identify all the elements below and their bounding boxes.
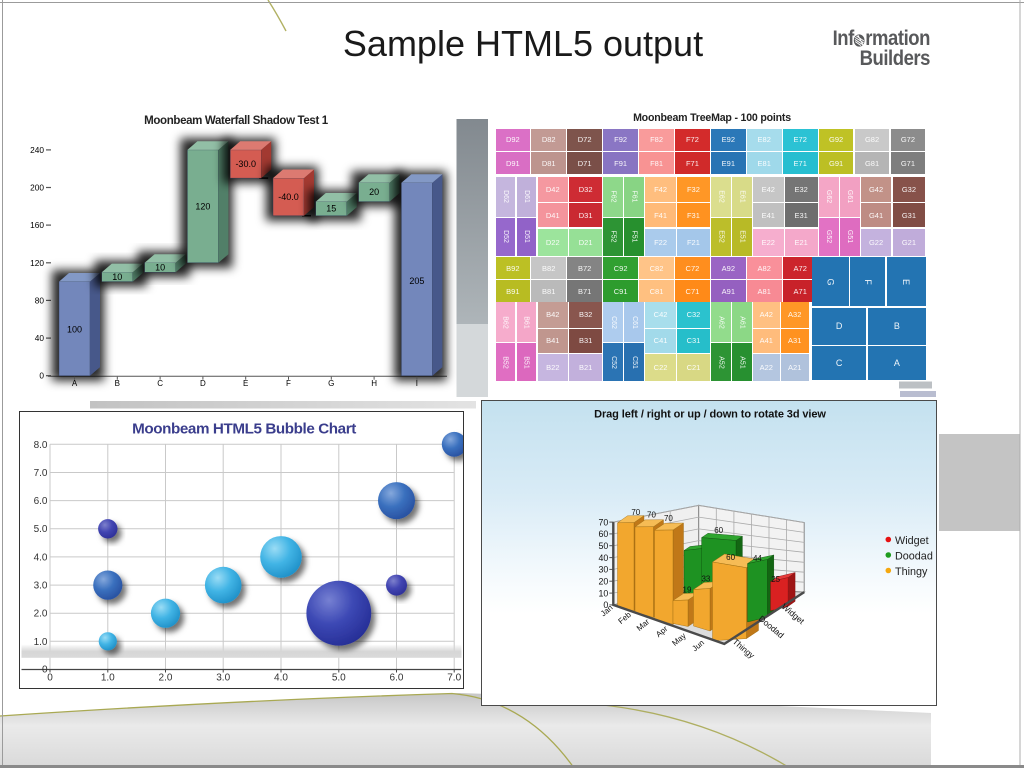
svg-text:50: 50 bbox=[599, 540, 609, 550]
svg-text:120: 120 bbox=[195, 201, 210, 211]
svg-text:10: 10 bbox=[155, 263, 165, 273]
svg-text:E: E bbox=[243, 379, 248, 388]
svg-text:70: 70 bbox=[664, 514, 673, 523]
svg-text:240: 240 bbox=[30, 145, 44, 155]
svg-text:Moonbeam HTML5 Bubble Chart: Moonbeam HTML5 Bubble Chart bbox=[132, 421, 356, 438]
svg-text:10: 10 bbox=[112, 272, 122, 282]
svg-text:-40.0: -40.0 bbox=[278, 192, 299, 202]
svg-text:6.0: 6.0 bbox=[389, 672, 403, 683]
svg-text:0: 0 bbox=[39, 371, 44, 381]
svg-text:100: 100 bbox=[67, 325, 82, 335]
svg-text:33: 33 bbox=[701, 574, 710, 583]
svg-text:2.0: 2.0 bbox=[33, 609, 47, 620]
svg-text:5.0: 5.0 bbox=[33, 524, 47, 535]
svg-text:Mar: Mar bbox=[635, 616, 652, 632]
svg-text:-30.0: -30.0 bbox=[235, 159, 256, 169]
svg-text:Jun: Jun bbox=[690, 638, 706, 653]
svg-text:60: 60 bbox=[714, 526, 723, 535]
svg-text:C: C bbox=[157, 379, 163, 388]
svg-text:19: 19 bbox=[683, 585, 692, 594]
svg-text:B: B bbox=[115, 379, 120, 388]
svg-text:5.0: 5.0 bbox=[331, 672, 345, 683]
svg-text:8.0: 8.0 bbox=[33, 440, 47, 451]
svg-text:Doodad: Doodad bbox=[757, 613, 786, 640]
svg-text:205: 205 bbox=[409, 276, 424, 286]
svg-text:40: 40 bbox=[599, 552, 609, 562]
svg-text:70: 70 bbox=[599, 517, 609, 527]
svg-text:Doodad: Doodad bbox=[895, 550, 933, 562]
svg-text:15: 15 bbox=[326, 204, 336, 214]
svg-text:6.0: 6.0 bbox=[33, 496, 47, 507]
svg-text:4.0: 4.0 bbox=[274, 672, 288, 683]
svg-text:30: 30 bbox=[599, 564, 609, 574]
svg-text:160: 160 bbox=[30, 220, 44, 230]
svg-text:40: 40 bbox=[35, 333, 45, 343]
svg-text:7.0: 7.0 bbox=[33, 468, 47, 479]
svg-text:0: 0 bbox=[41, 665, 47, 676]
svg-text:May: May bbox=[670, 631, 687, 648]
svg-text:F: F bbox=[286, 379, 291, 388]
svg-text:70: 70 bbox=[647, 510, 656, 519]
svg-text:120: 120 bbox=[30, 258, 44, 268]
svg-text:20: 20 bbox=[599, 576, 609, 586]
svg-text:60: 60 bbox=[599, 529, 609, 539]
svg-text:0: 0 bbox=[603, 600, 608, 610]
svg-text:Apr: Apr bbox=[654, 623, 670, 638]
svg-text:10: 10 bbox=[599, 588, 609, 598]
svg-text:Thingy: Thingy bbox=[731, 636, 758, 661]
svg-text:44: 44 bbox=[753, 554, 762, 563]
svg-text:Drag left / right or up / down: Drag left / right or up / down to rotate… bbox=[594, 408, 826, 420]
svg-text:2.0: 2.0 bbox=[158, 672, 172, 683]
svg-text:Widget: Widget bbox=[780, 601, 807, 626]
svg-text:H: H bbox=[371, 379, 377, 388]
svg-text:70: 70 bbox=[631, 508, 640, 517]
svg-text:3.0: 3.0 bbox=[33, 581, 47, 592]
svg-text:1.0: 1.0 bbox=[100, 672, 114, 683]
svg-text:Moonbeam Waterfall Shadow Test: Moonbeam Waterfall Shadow Test 1 bbox=[144, 115, 329, 127]
svg-text:80: 80 bbox=[35, 295, 45, 305]
svg-text:25: 25 bbox=[771, 575, 780, 584]
svg-text:60: 60 bbox=[726, 553, 735, 562]
svg-text:1.0: 1.0 bbox=[33, 637, 47, 648]
svg-text:3.0: 3.0 bbox=[216, 672, 230, 683]
svg-text:G: G bbox=[328, 379, 334, 388]
svg-text:Thingy: Thingy bbox=[895, 565, 928, 577]
svg-text:7.0: 7.0 bbox=[447, 672, 461, 683]
svg-text:0: 0 bbox=[47, 672, 53, 683]
svg-text:D: D bbox=[200, 379, 206, 388]
svg-text:A: A bbox=[72, 379, 78, 388]
svg-text:I: I bbox=[416, 379, 418, 388]
svg-text:20: 20 bbox=[369, 187, 379, 197]
svg-text:200: 200 bbox=[30, 183, 44, 193]
svg-text:Widget: Widget bbox=[895, 534, 929, 546]
svg-text:4.0: 4.0 bbox=[33, 553, 47, 564]
